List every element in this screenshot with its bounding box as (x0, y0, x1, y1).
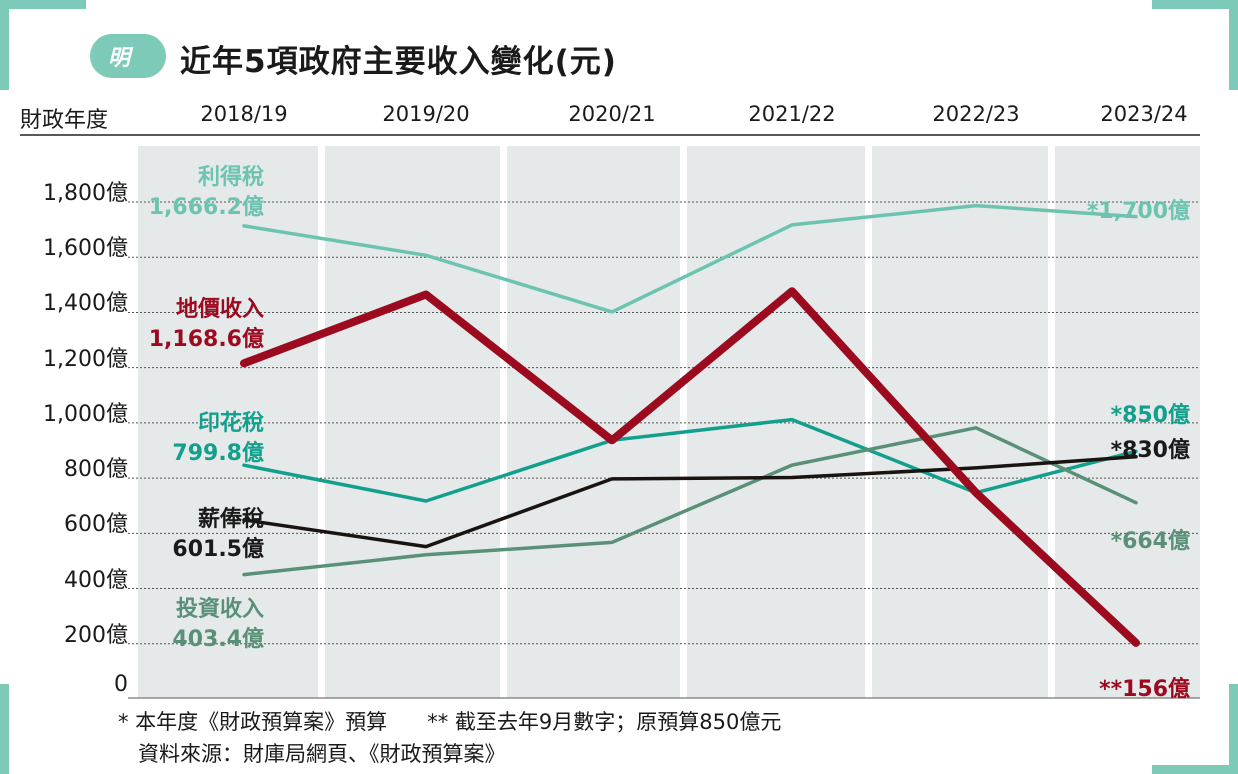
y-tick-label: 0 (114, 672, 128, 697)
y-tick-label: 200億 (64, 622, 128, 648)
series-name: 投資收入 (175, 597, 264, 622)
x-tick-label: 2021/22 (748, 102, 836, 126)
corner-decoration-top-left (0, 0, 86, 9)
x-tick-label: 2022/23 (932, 102, 1020, 126)
series-start-value: 403.4億 (172, 627, 264, 652)
footnote-source: 資料來源：財庫局網頁、《財政預算案》 (138, 742, 506, 766)
x-axis-title: 財政年度 (20, 108, 109, 133)
x-tick-label: 2020/21 (568, 102, 656, 126)
corner-decoration-bottom-right (1229, 684, 1238, 774)
corner-decoration-top-left-v (0, 0, 9, 90)
series-line-3 (242, 455, 1138, 549)
x-tick-label: 2023/24 (1100, 102, 1188, 126)
corner-decoration-bottom-left (0, 684, 9, 774)
series-name: 印花稅 (197, 411, 264, 436)
column-band-4 (872, 146, 1048, 698)
series-start-value: 601.5億 (172, 537, 264, 562)
series-end-label: *850億 (1110, 403, 1190, 428)
y-tick-label: 1,000億 (43, 401, 128, 427)
corner-decoration-bottom-right-h (1152, 765, 1238, 774)
series-line-4 (242, 426, 1138, 577)
footnote-line-1: * 本年度《財政預算案》預算 ** 截至去年9月數字；原預算850億元 (118, 710, 782, 734)
column-band-1 (325, 146, 500, 698)
series-end-label: *1,700億 (1086, 199, 1190, 224)
series-name: 薪俸稅 (197, 507, 264, 532)
series-start-value: 1,168.6億 (148, 327, 264, 352)
chart-title: 近年5項政府主要收入變化(元) (180, 44, 617, 80)
series-end-label: *664億 (1110, 529, 1190, 554)
series-line-2 (242, 417, 1138, 503)
series-end-label: *830億 (1110, 438, 1190, 463)
y-tick-label: 1,200億 (43, 346, 128, 372)
column-band-0 (138, 146, 318, 698)
series-name: 地價收入 (175, 297, 264, 322)
series-start-label: 印花稅 799.8億 (100, 409, 264, 469)
series-start-label: 薪俸稅 601.5億 (100, 505, 264, 565)
logo-text: 明 (108, 46, 131, 71)
series-start-label: 投資收入 403.4億 (100, 595, 264, 655)
series-start-label: 利得稅 1,666.2億 (100, 163, 264, 223)
series-start-value: 799.8億 (172, 441, 264, 466)
y-tick-label: 1,400億 (43, 291, 128, 317)
series-start-value: 1,666.2億 (148, 195, 264, 220)
y-tick-label: 800億 (64, 457, 128, 483)
y-tick-label: 400億 (64, 567, 128, 593)
series-line-1 (240, 287, 1140, 647)
y-tick-label: 600億 (64, 512, 128, 538)
series-start-label: 地價收入 1,168.6億 (100, 295, 264, 355)
y-tick-label: 1,800億 (43, 181, 128, 206)
column-band-5 (1055, 146, 1200, 698)
y-tick-label: 1,600億 (43, 236, 128, 262)
mingpao-logo-icon (90, 34, 166, 78)
series-line-0 (242, 203, 1138, 314)
corner-decoration-top-right-v (1229, 0, 1238, 90)
series-end-label: **156億 (1099, 677, 1190, 702)
series-name: 利得稅 (197, 165, 264, 190)
x-tick-label: 2019/20 (382, 102, 470, 126)
corner-decoration-top-right (1152, 0, 1238, 9)
x-tick-label: 2018/19 (200, 102, 288, 126)
